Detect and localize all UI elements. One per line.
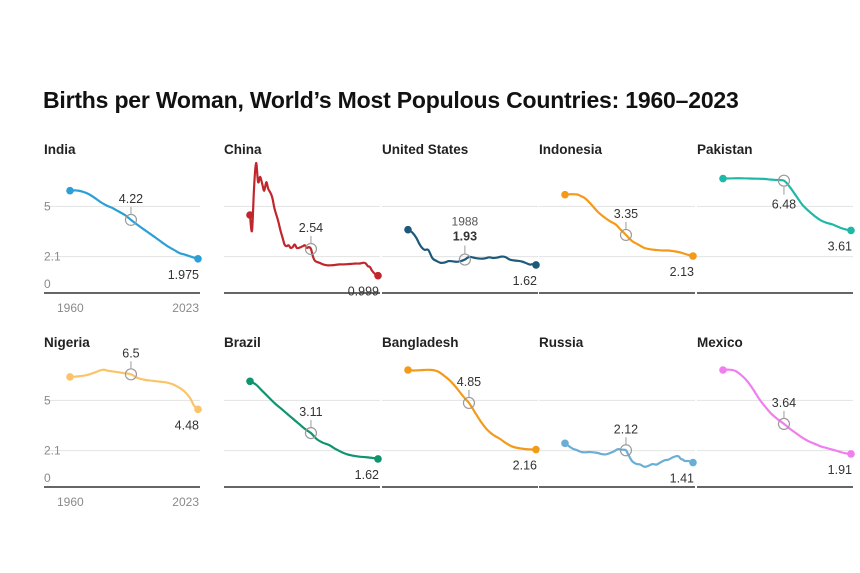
- x-tick-label: 2023: [172, 495, 199, 509]
- midpoint-value-label: 3.35: [614, 207, 638, 221]
- end-value-label: 0.999: [348, 285, 379, 299]
- end-value-label: 4.48: [175, 418, 199, 432]
- panel-title: Indonesia: [539, 142, 603, 157]
- panel-title: Russia: [539, 335, 584, 350]
- end-point: [532, 445, 540, 454]
- midpoint-value-label: 6.48: [772, 198, 796, 212]
- series-line: [68, 189, 200, 260]
- midpoint-value-label: 6.5: [122, 346, 139, 360]
- midpoint-marker: [777, 174, 791, 187]
- midpoint-marker: [304, 242, 318, 256]
- series-line: [248, 380, 380, 460]
- y-tick-label: 2.1: [44, 444, 61, 458]
- start-point: [719, 366, 727, 374]
- end-point: [847, 226, 855, 235]
- panel-title: Brazil: [224, 335, 261, 350]
- midpoint-marker: [124, 213, 138, 226]
- start-point: [246, 377, 254, 386]
- y-tick-label: 0: [44, 277, 51, 291]
- end-point: [194, 405, 202, 414]
- start-point: [404, 366, 412, 374]
- midpoint-value-label: 4.85: [457, 375, 481, 389]
- start-point: [404, 225, 412, 234]
- midpoint-year-label: 1988: [452, 215, 479, 229]
- midpoint-marker: [777, 417, 791, 431]
- midpoint-marker: [124, 368, 138, 381]
- end-point: [689, 458, 697, 467]
- panel-title: Pakistan: [697, 142, 753, 157]
- x-tick-label: 1960: [57, 495, 84, 509]
- midpoint-marker: [458, 253, 471, 266]
- end-value-label: 1.62: [513, 274, 537, 288]
- midpoint-value-label: 4.22: [119, 192, 143, 206]
- end-point: [847, 450, 855, 458]
- end-point: [532, 261, 540, 269]
- panel-title: Mexico: [697, 335, 743, 350]
- y-tick-label: 5: [44, 199, 51, 213]
- end-point: [689, 252, 697, 260]
- y-tick-label: 2.1: [44, 250, 61, 264]
- series-line: [68, 368, 200, 411]
- series-line: [721, 368, 853, 455]
- panel-title: United States: [382, 142, 468, 157]
- midpoint-value-label: 3.64: [772, 396, 796, 410]
- series-line: [563, 193, 695, 258]
- start-point: [561, 439, 569, 448]
- end-value-label: 1.975: [168, 268, 199, 282]
- start-point: [246, 211, 254, 219]
- y-tick-label: 5: [44, 393, 51, 407]
- panel-title: India: [44, 142, 76, 157]
- end-value-label: 1.91: [828, 463, 852, 477]
- panel-title: China: [224, 142, 262, 157]
- series-line: [563, 442, 695, 468]
- end-value-label: 3.61: [828, 239, 852, 253]
- end-point: [374, 455, 382, 463]
- end-point: [194, 254, 202, 263]
- y-tick-label: 0: [44, 471, 51, 485]
- x-tick-label: 1960: [57, 301, 84, 315]
- panel-title: Bangladesh: [382, 335, 459, 350]
- end-value-label: 2.13: [670, 265, 694, 279]
- midpoint-value-label: 2.12: [614, 422, 638, 436]
- midpoint-marker: [304, 426, 318, 440]
- start-point: [561, 190, 569, 199]
- start-point: [66, 186, 74, 195]
- midpoint-marker: [462, 396, 476, 410]
- start-point: [66, 373, 74, 381]
- panel-title: Nigeria: [44, 335, 90, 350]
- end-value-label: 1.62: [355, 468, 379, 482]
- end-value-label: 1.41: [670, 472, 694, 486]
- chart-title: Births per Woman, World’s Most Populous …: [43, 87, 739, 113]
- series-line: [721, 177, 853, 232]
- midpoint-value-label: 2.54: [299, 221, 323, 235]
- start-point: [719, 174, 727, 183]
- series-line: [248, 161, 380, 277]
- midpoint-value-label: 3.11: [299, 405, 322, 419]
- midpoint-marker: [619, 444, 633, 457]
- midpoint-marker: [619, 228, 633, 242]
- end-point: [374, 271, 382, 280]
- x-tick-label: 2023: [172, 301, 199, 315]
- series-line: [406, 228, 538, 266]
- end-value-label: 2.16: [513, 459, 537, 473]
- midpoint-value-label: 1.93: [453, 230, 477, 244]
